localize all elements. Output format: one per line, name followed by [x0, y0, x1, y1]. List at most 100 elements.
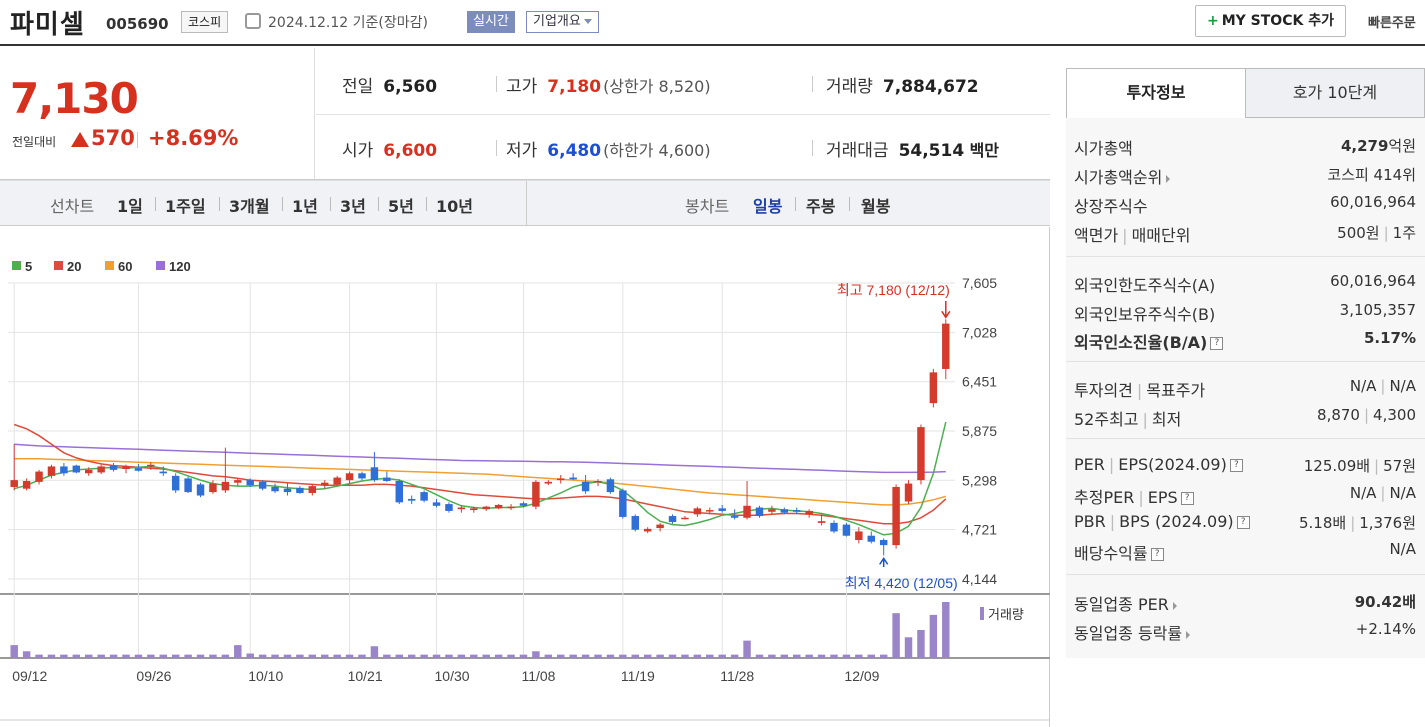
period-1d[interactable]: 1일 [117, 197, 143, 216]
par-unit-row: 액면가 | 매매단위 500원 | 1주 [1074, 222, 1416, 250]
foreign-hold-label: 외국인보유주식수(B) [1074, 305, 1216, 324]
candle-daily[interactable]: 일봉 [753, 197, 783, 216]
volume-bar [22, 651, 31, 658]
legend-swatch [54, 261, 63, 270]
divider: | [1350, 514, 1356, 532]
tab-order-book[interactable]: 호가 10단계 [1245, 68, 1425, 118]
week52-value-group: 8,870 | 4,300 [1317, 406, 1416, 424]
candle-body [109, 465, 118, 470]
period-1y[interactable]: 1년 [292, 197, 318, 216]
candle-body [507, 506, 515, 509]
volume-bar [72, 654, 81, 658]
volume: 거래량 7,884,672 [826, 72, 979, 97]
stock-chart[interactable]: 7,605 7,028 6,451 5,875 5,298 4,721 4,144 09/12… [0, 227, 1050, 727]
candle-body [904, 483, 913, 502]
industry-change-row[interactable]: 동일업종 등락률 +2.14% [1074, 620, 1416, 648]
volume-bar [209, 654, 217, 658]
candle-body [271, 486, 279, 492]
est-per-row: 추정PER | EPS? N/A | N/A [1074, 484, 1416, 512]
high-label: 고가 [506, 77, 538, 97]
foreign-hold-row: 외국인보유주식수(B) 3,105,357 [1074, 301, 1416, 329]
help-icon[interactable]: ? [1210, 337, 1224, 350]
candle-body [755, 507, 764, 517]
volume-bar [345, 654, 354, 658]
candle-monthly[interactable]: 월봉 [861, 197, 891, 216]
est-eps-value: N/A [1389, 484, 1416, 502]
stock-code: 005690 [106, 15, 169, 33]
candle-body [619, 490, 627, 517]
market-cap-rank-row[interactable]: 시가총액순위 코스피 414위 [1074, 164, 1416, 192]
divider [219, 197, 220, 211]
dividend-label: 배당수익률 [1074, 544, 1148, 563]
market-badge: 코스피 [181, 11, 229, 33]
volume-bar [122, 654, 130, 658]
period-3m[interactable]: 3개월 [229, 197, 270, 216]
volume-bar [47, 654, 56, 658]
line-chart-label: 선차트 [50, 197, 95, 216]
est-per-label-group: 추정PER | EPS? [1074, 484, 1194, 508]
realtime-button[interactable]: 실시간 [467, 11, 515, 33]
volume-bar [681, 654, 689, 658]
candle-body [234, 480, 242, 483]
company-overview-dropdown[interactable]: 기업개요 [526, 11, 599, 33]
candle-body [345, 473, 354, 481]
period-3y[interactable]: 3년 [340, 197, 366, 216]
candle-body [544, 481, 553, 484]
candle-body [730, 516, 739, 518]
quick-order-button[interactable]: 빠른주문 [1368, 16, 1416, 31]
help-icon[interactable]: ? [1180, 492, 1194, 505]
period-1w[interactable]: 1주일 [165, 197, 206, 216]
tab-investment-info[interactable]: 투자정보 [1066, 68, 1246, 118]
candle-body [929, 372, 938, 404]
volume-bar [879, 654, 888, 658]
chevron-down-icon [583, 19, 592, 24]
help-icon[interactable]: ? [1229, 459, 1243, 472]
divider: | [1108, 455, 1115, 474]
candle-body [196, 484, 205, 496]
market-cap-label: 시가총액 [1074, 139, 1133, 158]
volume-bar [296, 654, 304, 658]
help-icon[interactable]: ? [1236, 516, 1250, 529]
volume-bar [768, 654, 776, 658]
industry-per-row[interactable]: 동일업종 PER 90.42배 [1074, 591, 1416, 619]
candle-weekly[interactable]: 주봉 [806, 197, 836, 216]
company-overview-label: 기업개요 [533, 14, 581, 29]
divider [137, 132, 138, 148]
x-tick-label: 10/21 [348, 668, 383, 684]
candle-body [793, 510, 801, 512]
divider [330, 197, 331, 211]
volume-bar [693, 654, 702, 658]
x-tick-label: 11/19 [621, 668, 655, 684]
divider [378, 197, 379, 211]
current-price: 7,130 [10, 74, 139, 123]
candle-body [693, 508, 702, 515]
opinion-value: N/A [1349, 377, 1377, 395]
foreign-ratio-value: 5.17% [1363, 329, 1416, 347]
period-5y[interactable]: 5년 [388, 197, 414, 216]
volume-bar [532, 651, 540, 658]
candle-body [470, 508, 478, 511]
divider [812, 76, 813, 92]
prev-close-label: 전일 [342, 77, 374, 97]
add-mystock-button[interactable]: + MY STOCK 추가 [1195, 5, 1346, 37]
candle-body [159, 471, 167, 474]
volume-bar [631, 654, 639, 658]
market-cap-rank-value: 코스피 414위 [1327, 166, 1416, 184]
volume-bar [780, 654, 789, 658]
par-value: 500원 [1337, 224, 1380, 242]
prev-close: 전일 6,560 [342, 72, 437, 97]
period-10y[interactable]: 10년 [436, 197, 473, 216]
x-tick-label: 12/09 [844, 668, 879, 684]
lower-limit: (하한가 4,600) [603, 141, 711, 160]
candle-body [333, 477, 341, 485]
help-icon[interactable]: ? [1150, 548, 1164, 561]
candle-body [258, 481, 267, 489]
volume-bar [730, 654, 739, 658]
week52-row: 52주최고 | 최저 8,870 | 4,300 [1074, 406, 1416, 434]
divider [812, 140, 813, 156]
candle-body [718, 508, 726, 511]
info-tabs: 투자정보 호가 10단계 [1066, 68, 1425, 118]
foreign-ratio: 5.17% [1364, 329, 1416, 347]
week52-high-value: 8,870 [1317, 406, 1360, 424]
candle-body [22, 480, 31, 489]
